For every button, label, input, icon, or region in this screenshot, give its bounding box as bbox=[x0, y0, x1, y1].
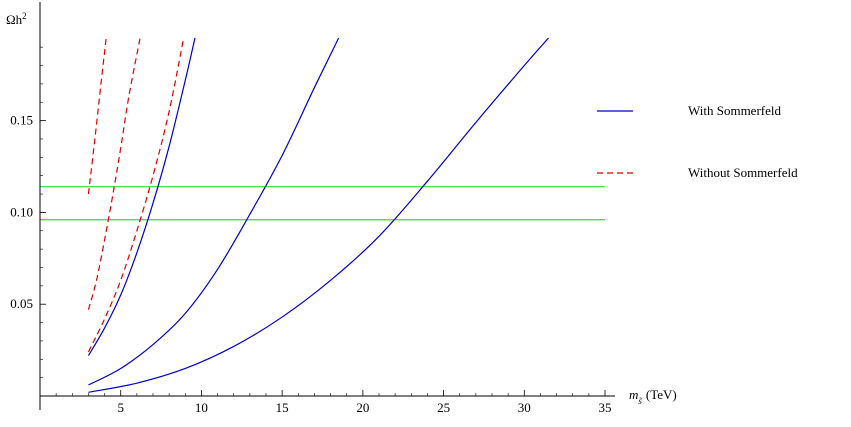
observed-band-layer bbox=[40, 186, 605, 221]
ticks-layer: 5 10 15 20 25 30 35 0.05 0.10 0.15 bbox=[10, 46, 612, 415]
x-tick-label: 15 bbox=[276, 400, 289, 415]
x-tick-label: 20 bbox=[356, 400, 369, 415]
x-tick-label: 35 bbox=[599, 400, 612, 415]
x-tick-label: 10 bbox=[195, 400, 208, 415]
x-axis-label: ms̃ (TeV) bbox=[629, 387, 677, 406]
series-with-sommerfeld-3 bbox=[88, 37, 549, 393]
series-without-sommerfeld-6 bbox=[87, 37, 185, 353]
axes-layer bbox=[39, 2, 615, 410]
legend: With Sommerfeld Without Sommerfeld bbox=[597, 103, 798, 180]
series-with-sommerfeld-2 bbox=[88, 37, 340, 386]
y-axis-label: Ωh2 bbox=[6, 11, 27, 27]
legend-label-without: Without Sommerfeld bbox=[688, 165, 798, 180]
series-with-sommerfeld-1 bbox=[87, 37, 196, 356]
series-layer bbox=[87, 37, 549, 393]
series-without-sommerfeld-4 bbox=[87, 37, 107, 195]
series-without-sommerfeld-5 bbox=[87, 37, 141, 310]
y-tick-label: 0.10 bbox=[10, 204, 33, 219]
y-tick-label: 0.15 bbox=[10, 113, 33, 128]
x-tick-label: 25 bbox=[437, 400, 450, 415]
legend-label-with: With Sommerfeld bbox=[688, 103, 781, 118]
x-tick-label: 30 bbox=[518, 400, 531, 415]
x-tick-label: 5 bbox=[117, 400, 124, 415]
y-tick-label: 0.05 bbox=[10, 296, 33, 311]
